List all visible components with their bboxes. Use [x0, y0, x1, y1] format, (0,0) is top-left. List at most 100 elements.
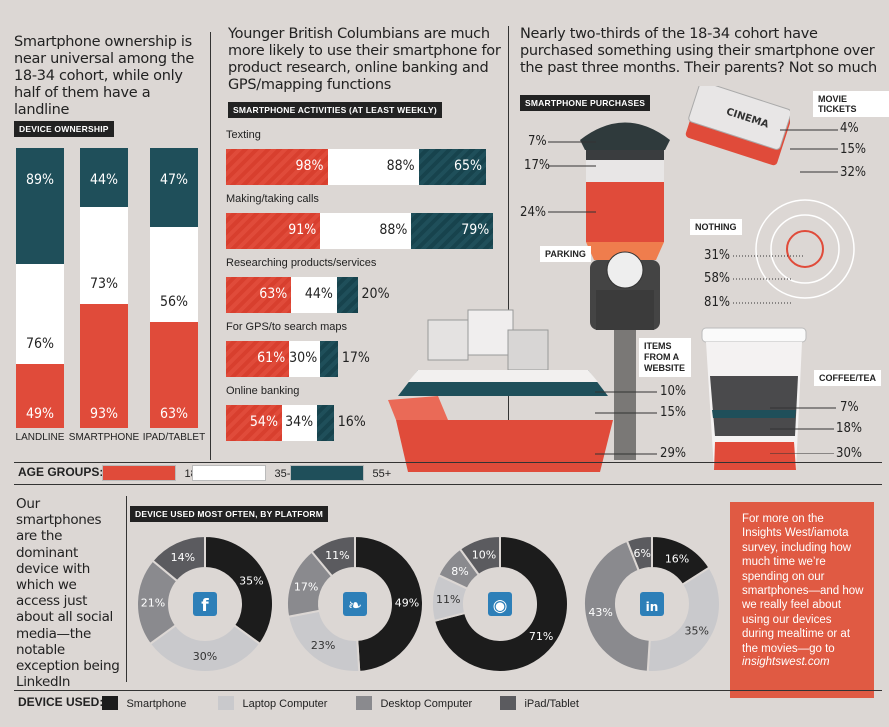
purchases-tag: SMARTPHONE PURCHASES	[520, 95, 651, 111]
legend-swatch-3554	[192, 464, 266, 481]
coffee-1834-value: 30%	[836, 446, 862, 461]
parking-3554-value: 17%	[524, 158, 550, 173]
donut-slice	[148, 623, 262, 673]
parking-1834-value: 24%	[520, 205, 546, 220]
activity-bar-segment	[226, 341, 290, 377]
legend-swatch-tablet	[500, 695, 516, 710]
ownership-value-label: 89%	[26, 172, 54, 188]
activities-tag: SMARTPHONE ACTIVITIES (AT LEAST WEEKLY)	[228, 102, 442, 118]
activity-bar-segment	[411, 213, 494, 249]
linkedin-icon: in	[640, 592, 664, 616]
parking-55-value: 7%	[528, 134, 547, 149]
device-legend-desktop: Desktop Computer	[356, 694, 472, 712]
activities-headline: Younger British Columbians are much more…	[228, 26, 501, 93]
activity-value-label: 65%	[453, 158, 482, 174]
coffee-cup-illustration	[701, 327, 807, 470]
activity-bar-segment	[289, 341, 321, 377]
ownership-bar-segment	[150, 227, 198, 322]
divider	[210, 32, 211, 460]
twitter-icon: ❧	[343, 592, 367, 616]
svg-text:❧: ❧	[348, 596, 362, 616]
age-legend-3554: 35-54	[192, 464, 303, 482]
device-legend-title: DEVICE USED:	[18, 695, 104, 709]
activity-value-label: 17%	[341, 350, 370, 366]
social-tag: DEVICE USED MOST OFTEN, BY PLATFORM	[130, 506, 329, 522]
ownership-value-label: 73%	[90, 276, 118, 292]
sidebar-link[interactable]: insightswest.com	[742, 656, 830, 669]
donut-slice	[204, 534, 274, 646]
donut-value-label: 11%	[436, 593, 460, 606]
donut-slice	[458, 534, 501, 577]
divider	[14, 462, 882, 463]
activity-label: Researching products/services	[226, 257, 377, 269]
coffee-55-value: 7%	[840, 400, 859, 415]
donut-value-label: 11%	[325, 549, 349, 562]
activity-value-label: 91%	[288, 222, 317, 238]
website-55-value: 10%	[660, 384, 686, 399]
donut-slice	[625, 534, 653, 572]
coffee-leader-lines	[770, 407, 836, 454]
activity-value-label: 88%	[386, 158, 415, 174]
movie-3554-value: 15%	[840, 142, 866, 157]
age-legend-55: 55+	[290, 464, 391, 482]
activity-label: Making/taking calls	[226, 193, 319, 205]
ownership-value-label: 93%	[90, 406, 118, 422]
donut-value-label: 17%	[294, 580, 318, 593]
legend-swatch-desktop	[356, 695, 372, 710]
activity-bar-segment	[226, 405, 282, 441]
divider	[126, 496, 127, 682]
ownership-bar-segment	[80, 304, 128, 428]
ownership-bar-segment	[16, 264, 64, 364]
coffee-3554-value: 18%	[836, 421, 862, 436]
donut-value-label: 71%	[529, 630, 553, 643]
activity-value-label: 54%	[249, 414, 278, 430]
activity-bar-segment	[317, 405, 334, 441]
activity-value-label: 34%	[285, 414, 314, 430]
activity-bar-segment	[226, 277, 292, 313]
ownership-bar-segment	[80, 206, 128, 304]
donut-value-label: 6%	[634, 547, 651, 560]
ownership-value-label: 56%	[160, 293, 188, 310]
parking-label: PARKING	[540, 246, 591, 262]
activity-value-label: 44%	[304, 286, 333, 302]
activity-bar-segment	[320, 341, 338, 377]
donut-value-label: 21%	[141, 596, 165, 609]
ownership-bar-segment	[150, 148, 198, 228]
website-leader-lines	[595, 391, 657, 455]
donut-slice	[583, 539, 651, 673]
ownership-category-label: LANDLINE	[15, 432, 65, 443]
donut-value-label: 49%	[395, 596, 419, 609]
activity-value-label: 98%	[295, 158, 324, 174]
donut-value-label: 8%	[451, 565, 468, 578]
device-legend-tablet: iPad/Tablet	[500, 694, 579, 712]
sidebar-callout: For more on the Insights West/iamota sur…	[730, 502, 874, 698]
activity-value-label: 20%	[361, 286, 390, 302]
ownership-bar-segment	[16, 363, 64, 428]
divider	[508, 26, 509, 460]
divider	[14, 484, 882, 485]
donut-slice	[310, 534, 356, 578]
movie-1834-value: 32%	[840, 165, 866, 180]
svg-text:◉: ◉	[493, 596, 508, 616]
donut-value-label: 23%	[311, 639, 335, 652]
activity-value-label: 88%	[379, 222, 408, 238]
donut-value-label: 16%	[665, 552, 689, 565]
sidebar-text: For more on the Insights West/iamota sur…	[742, 513, 864, 655]
activity-value-label: 61%	[257, 350, 286, 366]
instagram-icon: ◉	[488, 592, 512, 616]
ownership-value-label: 76%	[26, 335, 54, 352]
ownership-bar-segment	[150, 321, 198, 428]
parking-meter-illustration	[580, 122, 670, 460]
ownership-bar-segment	[16, 148, 64, 265]
legend-swatch-smartphone	[102, 695, 118, 710]
svg-text:f: f	[201, 596, 209, 616]
website-label: ITEMS FROM A WEBSITE	[639, 338, 691, 377]
activity-label: Online banking	[226, 385, 300, 397]
age-legend-title: AGE GROUPS:	[18, 465, 104, 479]
movie-leader-lines	[780, 129, 838, 173]
donut-value-label: 35%	[239, 574, 263, 587]
nothing-1834-value: 31%	[704, 248, 730, 263]
activity-bar-segment	[291, 277, 337, 313]
activity-bar-segment	[226, 149, 328, 185]
divider	[14, 690, 882, 691]
